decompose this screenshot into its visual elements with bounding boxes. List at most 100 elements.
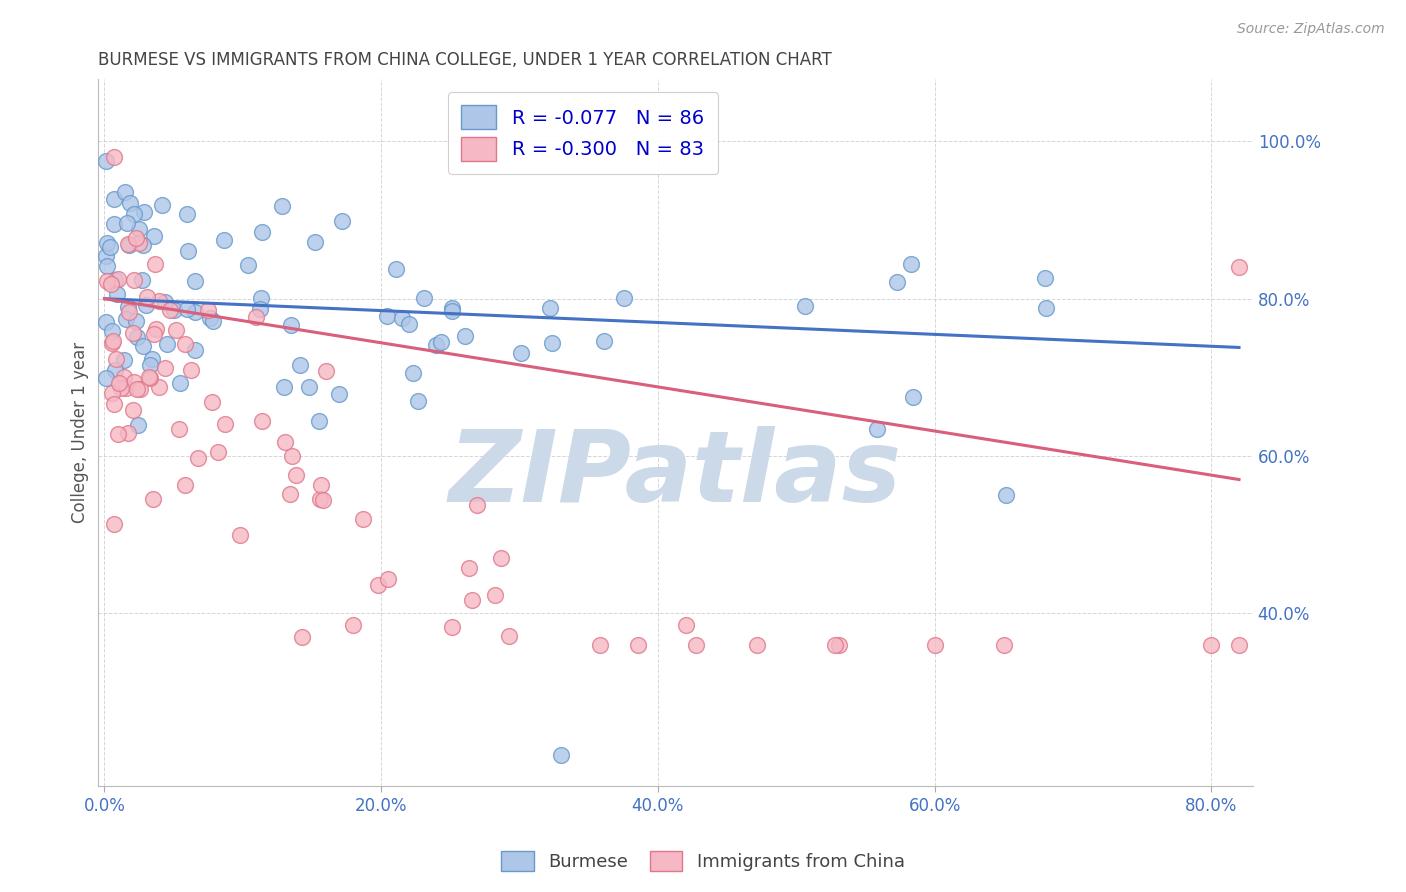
Point: [112, 369, 135, 384]
Point: [1256, 638, 1278, 652]
Point: [589, 638, 612, 652]
Point: [142, 491, 165, 506]
Point: [202, 314, 225, 328]
Point: [274, 434, 297, 449]
Point: [201, 395, 224, 409]
Point: [315, 364, 337, 378]
Point: [125, 231, 148, 245]
Point: [685, 638, 707, 652]
Point: [118, 305, 141, 319]
Point: [117, 300, 139, 314]
Point: [509, 345, 531, 359]
Point: [103, 150, 125, 164]
Point: [308, 491, 330, 506]
Point: [342, 618, 364, 632]
Point: [214, 417, 236, 431]
Point: [96, 370, 118, 384]
Point: [138, 370, 160, 384]
Point: [173, 478, 195, 492]
Point: [627, 638, 650, 652]
Point: [114, 312, 136, 326]
Point: [104, 272, 127, 286]
Point: [290, 358, 312, 372]
Point: [352, 512, 374, 526]
Point: [143, 229, 166, 244]
Point: [94, 249, 117, 263]
Point: [207, 444, 229, 458]
Point: [118, 196, 141, 211]
Point: [184, 343, 207, 358]
Point: [128, 382, 150, 396]
Point: [101, 336, 124, 351]
Point: [793, 299, 815, 313]
Point: [550, 747, 572, 762]
Point: [103, 217, 125, 231]
Point: [328, 386, 350, 401]
Point: [156, 337, 179, 351]
Point: [125, 329, 148, 343]
Point: [924, 638, 946, 652]
Point: [139, 358, 162, 372]
Point: [148, 380, 170, 394]
Point: [238, 259, 260, 273]
Point: [110, 381, 132, 395]
Point: [900, 257, 922, 271]
Point: [143, 257, 166, 271]
Point: [132, 339, 155, 353]
Point: [103, 397, 125, 411]
Point: [402, 366, 425, 380]
Point: [135, 298, 157, 312]
Point: [458, 561, 481, 575]
Point: [498, 629, 520, 643]
Point: [176, 207, 198, 221]
Point: [105, 352, 128, 367]
Text: BURMESE VS IMMIGRANTS FROM CHINA COLLEGE, UNDER 1 YEAR CORRELATION CHART: BURMESE VS IMMIGRANTS FROM CHINA COLLEGE…: [97, 51, 831, 69]
Point: [155, 295, 177, 310]
Point: [115, 216, 138, 230]
Point: [866, 422, 889, 436]
Point: [541, 335, 564, 350]
Point: [280, 318, 302, 332]
Point: [165, 323, 187, 337]
Point: [491, 551, 513, 566]
Point: [100, 386, 122, 401]
Point: [824, 638, 846, 652]
Point: [484, 588, 506, 602]
Point: [675, 618, 697, 632]
Point: [180, 363, 202, 377]
Point: [901, 390, 924, 404]
Point: [886, 275, 908, 289]
Point: [148, 293, 170, 308]
Text: Source: ZipAtlas.com: Source: ZipAtlas.com: [1237, 22, 1385, 37]
Point: [159, 302, 181, 317]
Point: [114, 185, 136, 199]
Point: [98, 240, 121, 254]
Point: [187, 450, 209, 465]
Point: [592, 334, 614, 348]
Point: [291, 630, 314, 644]
Point: [198, 310, 221, 325]
Point: [134, 204, 156, 219]
Point: [127, 382, 149, 396]
Point: [173, 337, 195, 351]
Point: [377, 572, 399, 586]
Point: [406, 394, 429, 409]
Point: [993, 638, 1015, 652]
Point: [412, 291, 434, 305]
Point: [273, 380, 295, 394]
Point: [94, 315, 117, 329]
Point: [391, 311, 413, 326]
Point: [613, 291, 636, 305]
Point: [163, 303, 186, 318]
Point: [101, 324, 124, 338]
Point: [94, 154, 117, 169]
Y-axis label: College, Under 1 year: College, Under 1 year: [72, 342, 89, 523]
Point: [249, 291, 271, 305]
Point: [107, 376, 129, 390]
Point: [1201, 638, 1223, 652]
Legend: Burmese, Immigrants from China: Burmese, Immigrants from China: [494, 844, 912, 879]
Point: [1035, 301, 1057, 316]
Legend: R = -0.077   N = 86, R = -0.300   N = 83: R = -0.077 N = 86, R = -0.300 N = 83: [449, 92, 717, 174]
Text: ZIPatlas: ZIPatlas: [449, 426, 901, 524]
Point: [131, 273, 153, 287]
